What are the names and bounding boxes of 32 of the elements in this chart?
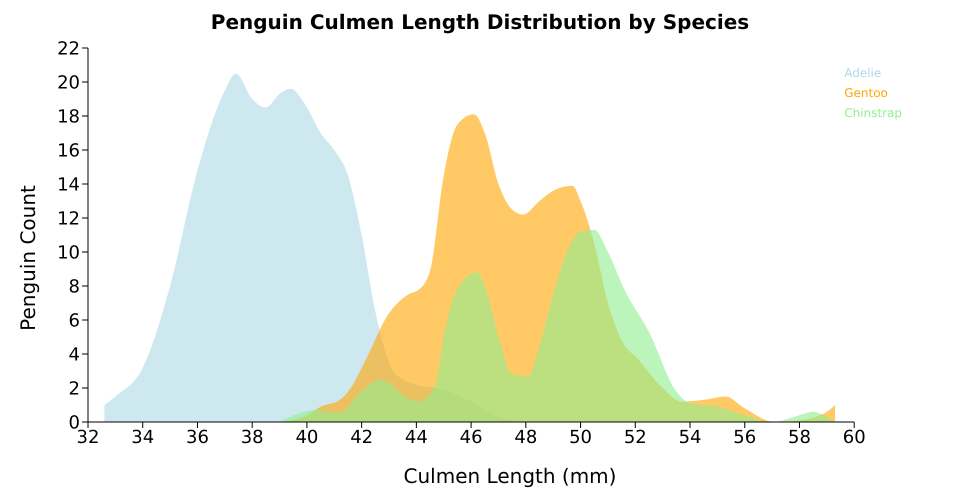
x-tick-label: 34 (131, 426, 154, 448)
x-tick-label: 44 (404, 426, 428, 448)
y-tick-label: 8 (68, 276, 80, 298)
x-tick-label: 40 (295, 426, 318, 448)
x-tick-label: 48 (514, 426, 538, 448)
x-tick-label: 54 (678, 426, 702, 448)
x-tick-label: 38 (240, 426, 264, 448)
y-tick-label: 10 (57, 242, 80, 264)
chart-title: Penguin Culmen Length Distribution by Species (210, 10, 750, 34)
y-tick-label: 2 (68, 378, 80, 400)
x-axis-title: Culmen Length (mm) (402, 464, 618, 488)
x-tick-label: 56 (733, 426, 756, 448)
x-tick-label: 58 (788, 426, 811, 448)
text: Gentoo (844, 85, 889, 102)
x-tick-label: 46 (460, 426, 483, 448)
y-axis-title: Penguin Count (16, 185, 40, 331)
x-tick-label: 52 (624, 426, 647, 448)
y-tick-label: 16 (57, 140, 80, 162)
y-tick-label: 22 (57, 38, 80, 60)
y-tick-label: 6 (68, 310, 80, 332)
y-tick-label: 4 (68, 344, 80, 366)
y-tick-label: 14 (57, 174, 80, 196)
x-tick-label: 32 (76, 426, 100, 448)
y-tick-label: 20 (57, 72, 80, 94)
x-tick-label: 60 (842, 426, 866, 448)
x-tick-label: 50 (569, 426, 592, 448)
x-tick-label: 36 (186, 426, 209, 448)
text: Chinstrap (844, 105, 902, 122)
y-tick-label: 12 (57, 208, 80, 230)
x-tick-label: 42 (350, 426, 374, 448)
text: Adelie (844, 65, 882, 82)
y-tick-label: 18 (57, 106, 80, 128)
